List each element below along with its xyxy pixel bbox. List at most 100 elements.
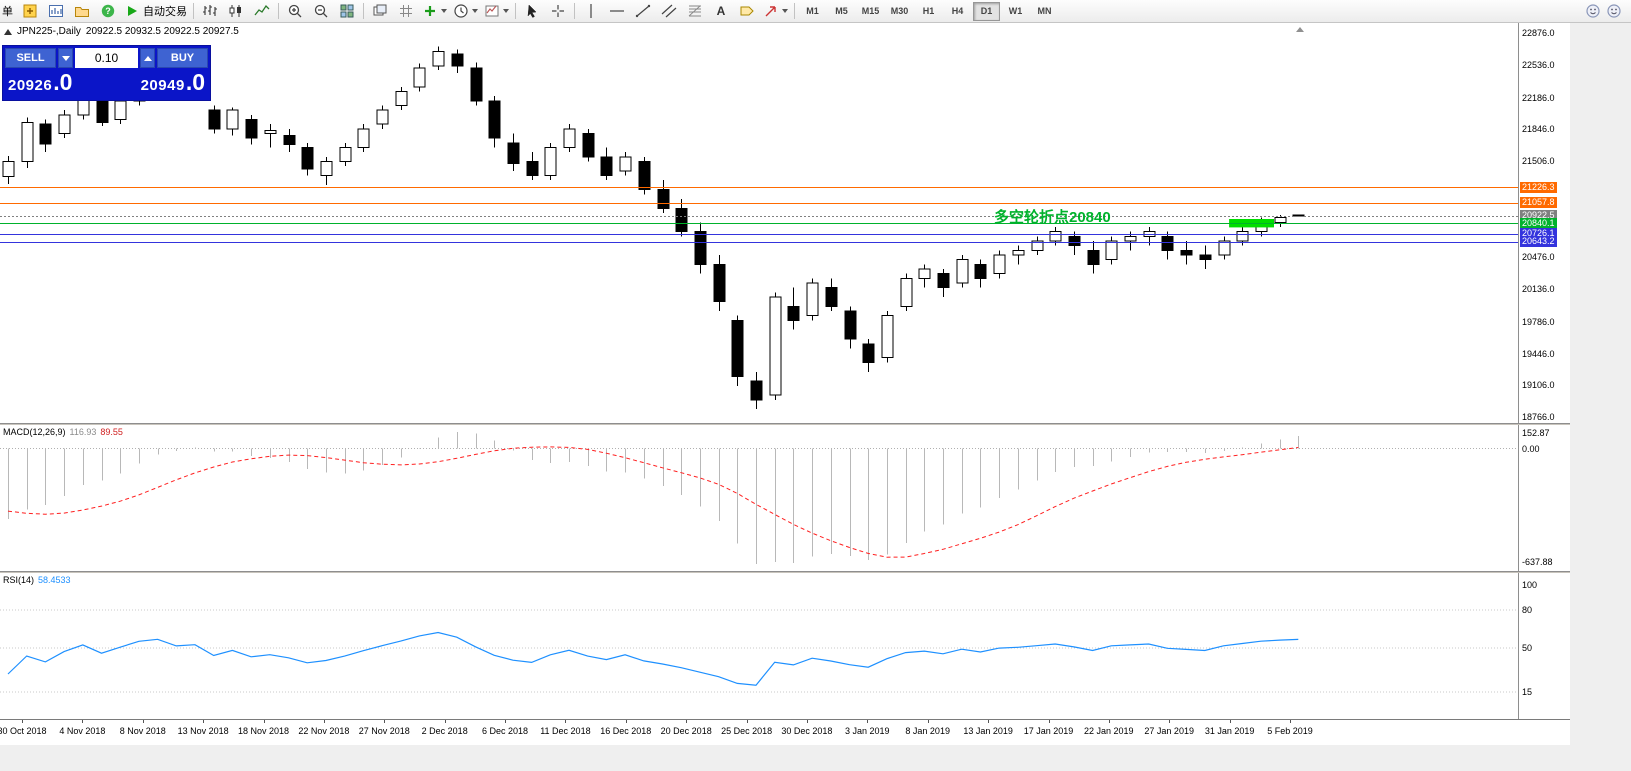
rsi-chart[interactable] (0, 573, 1518, 719)
time-axis-label: 16 Dec 2018 (600, 726, 652, 736)
time-axis[interactable]: 30 Oct 2018 4 Nov 2018 8 Nov 2018 13 Nov 20… (0, 719, 1570, 745)
arrange-windows-icon[interactable] (367, 0, 393, 22)
toolbar-separator (363, 3, 364, 19)
buy-button[interactable]: BUY (157, 48, 208, 68)
workspace-right-gutter (1570, 23, 1631, 771)
workspace-bottom-gutter (0, 745, 1570, 771)
timeframe-m15-button[interactable]: M15 (861, 6, 880, 16)
sell-button[interactable]: SELL (5, 48, 56, 68)
timeframe-m30-button[interactable]: M30 (890, 6, 909, 16)
candlestick-chart-icon[interactable] (223, 0, 249, 22)
text-icon[interactable]: A (708, 0, 734, 22)
new-order-icon[interactable] (17, 0, 43, 22)
time-axis-tick (625, 720, 627, 723)
time-axis-tick (746, 720, 748, 723)
vertical-line-icon[interactable] (578, 0, 604, 22)
triangle-up-icon (143, 55, 152, 61)
time-axis-label: 3 Jan 2019 (845, 726, 890, 736)
chart-annotation[interactable]: 多空轮折点20840 (994, 209, 1111, 227)
time-axis-label: 8 Jan 2019 (905, 726, 950, 736)
fibonacci-icon[interactable] (682, 0, 708, 22)
partial-button-label[interactable]: 单 (2, 6, 13, 18)
macd-histogram (8, 432, 1299, 564)
one-click-trading-panel: SELL 0.10 BUY 20926.0 20949.0 (2, 45, 211, 101)
time-axis-label: 11 Dec 2018 (540, 726, 591, 736)
cursor-icon[interactable] (519, 0, 545, 22)
pane-splitter-1[interactable] (0, 423, 1570, 425)
timeframe-w1-button[interactable]: W1 (1008, 6, 1023, 16)
macd-chart[interactable] (0, 425, 1518, 571)
toolbar-buttons: ? 自动交易 A (17, 0, 798, 22)
time-axis-label: 25 Dec 2018 (721, 726, 773, 736)
price-axis-label: 19786.0 (1522, 316, 1555, 327)
time-axis-tick (1108, 720, 1110, 723)
timeframe-m1-button[interactable]: M1 (806, 6, 819, 16)
time-axis-tick (22, 720, 23, 723)
time-axis-tick (565, 720, 567, 723)
time-axis-tick (1048, 720, 1050, 723)
timeframe-buttons: M1 M5 M15 M30 H1 H4 D1 W1 MN (798, 1, 1059, 21)
tile-windows-icon[interactable] (334, 0, 360, 22)
smiley-icon-2[interactable] (1606, 3, 1622, 19)
time-axis-tick (263, 720, 265, 723)
rsi-scale[interactable]: 100 80 50 15 (1518, 573, 1570, 719)
templates-button[interactable] (481, 0, 512, 22)
help-icon[interactable]: ? (95, 0, 121, 22)
time-axis-label: 30 Oct 2018 (0, 726, 47, 736)
volume-decrease-button[interactable] (58, 48, 73, 68)
chart-ohlc: 20922.5 20932.5 20922.5 20927.5 (85, 26, 239, 37)
macd-pane: 152.87 0.00 -637.88 MACD(12,26,9) 116.93 8… (0, 425, 1570, 571)
rsi-line (7, 631, 1299, 686)
timeframe-m5-button[interactable]: M5 (835, 6, 848, 16)
time-axis-label: 22 Nov 2018 (298, 726, 350, 736)
arrows-button[interactable] (760, 0, 791, 22)
indicators-button[interactable] (419, 0, 450, 22)
line-chart-icon[interactable] (249, 0, 275, 22)
price-scale[interactable]: 21226.3 21057.8 20922.5 20840.1 20726.1 20643… (1518, 23, 1570, 423)
window-menu-icon[interactable] (4, 28, 12, 35)
bar-chart-icon[interactable] (197, 0, 223, 22)
horizontal-line-icon[interactable] (604, 0, 630, 22)
toolbar-separator (515, 3, 516, 19)
new-chart-icon[interactable] (43, 0, 69, 22)
svg-text:A: A (717, 4, 726, 18)
trendline-icon[interactable] (630, 0, 656, 22)
crosshair-icon[interactable] (545, 0, 571, 22)
time-axis-tick (988, 720, 990, 723)
grid-icon[interactable] (393, 0, 419, 22)
chart-window: 21226.3 21057.8 20922.5 20840.1 20726.1 20643… (0, 23, 1570, 745)
price-axis-label: 22536.0 (1522, 59, 1555, 70)
timeframe-h4-button[interactable]: H4 (951, 6, 964, 16)
chart-shift-marker-icon (1296, 27, 1304, 32)
periods-button[interactable] (450, 0, 481, 22)
price-level-label: 21226.3 (1520, 181, 1557, 193)
autotrade-button[interactable]: 自动交易 (121, 0, 190, 22)
macd-scale[interactable]: 152.87 0.00 -637.88 (1518, 425, 1570, 571)
time-axis-label: 27 Nov 2018 (358, 726, 410, 736)
time-axis-tick (806, 720, 808, 723)
smiley-icon-1[interactable] (1585, 3, 1601, 19)
time-axis-label: 13 Nov 2018 (177, 726, 229, 736)
macd-label: MACD(12,26,9) 116.93 89.55 (3, 427, 127, 437)
rsi-label: RSI(14) 58.4533 (3, 575, 75, 585)
profiles-icon[interactable] (69, 0, 95, 22)
zoom-in-icon[interactable] (282, 0, 308, 22)
main-chart[interactable] (0, 23, 1518, 423)
time-axis-tick (1169, 720, 1171, 723)
timeframe-d1-button[interactable]: D1 (973, 1, 1000, 21)
volume-input[interactable]: 0.10 (75, 48, 138, 68)
time-axis-tick (323, 720, 325, 723)
text-label-icon[interactable] (734, 0, 760, 22)
timeframe-mn-button[interactable]: MN (1037, 6, 1052, 16)
time-axis-tick (867, 720, 869, 723)
pane-splitter-2[interactable] (0, 571, 1570, 573)
zoom-out-icon[interactable] (308, 0, 334, 22)
equidistant-channel-icon[interactable] (656, 0, 682, 22)
timeframe-h1-button[interactable]: H1 (922, 6, 935, 16)
time-axis-tick (203, 720, 205, 723)
time-axis-tick (142, 720, 144, 723)
macd-name: MACD(12,26,9) (3, 427, 66, 437)
time-axis-label: 31 Jan 2019 (1204, 726, 1255, 736)
volume-increase-button[interactable] (140, 48, 155, 68)
